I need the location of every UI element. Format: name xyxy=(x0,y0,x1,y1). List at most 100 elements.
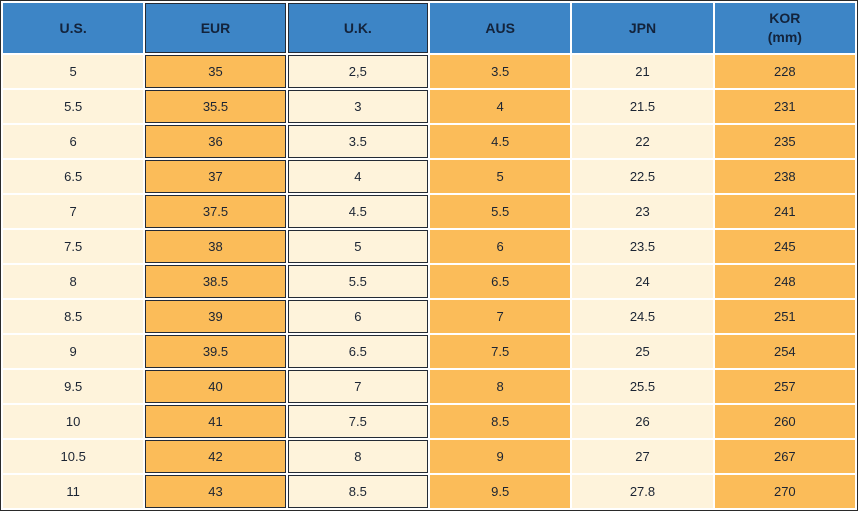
table-row: 10.5 42 8 9 27 267 xyxy=(3,440,855,473)
table-row: 6 36 3.5 4.5 22 235 xyxy=(3,125,855,158)
table-cell-uk: 5.5 xyxy=(287,265,428,298)
table-cell-jpn: 26 xyxy=(572,405,713,438)
table-row: 7 37.5 4.5 5.5 23 241 xyxy=(3,195,855,228)
table-cell-jpn: 23 xyxy=(572,195,713,228)
table-cell-kor: 248 xyxy=(714,265,855,298)
table-row: 9.5 40 7 8 25.5 257 xyxy=(3,370,855,403)
table-cell-kor: 270 xyxy=(714,475,855,508)
table-cell-eur: 39 xyxy=(145,300,286,333)
column-header-aus: AUS xyxy=(429,3,571,53)
table-cell-kor: 257 xyxy=(714,370,855,403)
table-row: 10 41 7.5 8.5 26 260 xyxy=(3,405,855,438)
table-cell-uk: 8.5 xyxy=(287,475,428,508)
table-cell-us: 10 xyxy=(3,405,144,438)
table-cell-eur: 40 xyxy=(145,370,286,403)
table-cell-us: 11 xyxy=(3,475,144,508)
table-cell-jpn: 25 xyxy=(572,335,713,368)
table-cell-jpn: 27 xyxy=(572,440,713,473)
table-cell-aus: 9 xyxy=(429,440,571,473)
table-cell-eur: 35 xyxy=(145,55,286,88)
table-row: 9 39.5 6.5 7.5 25 254 xyxy=(3,335,855,368)
table-cell-kor: 267 xyxy=(714,440,855,473)
table-cell-uk: 6.5 xyxy=(287,335,428,368)
table-cell-jpn: 24.5 xyxy=(572,300,713,333)
table-cell-us: 7 xyxy=(3,195,144,228)
table-cell-aus: 8 xyxy=(429,370,571,403)
table-cell-us: 10.5 xyxy=(3,440,144,473)
table-cell-aus: 5 xyxy=(429,160,571,193)
table-cell-eur: 42 xyxy=(145,440,286,473)
table-row: 7.5 38 5 6 23.5 245 xyxy=(3,230,855,263)
table-cell-kor: 238 xyxy=(714,160,855,193)
table-cell-uk: 6 xyxy=(287,300,428,333)
table-cell-us: 6 xyxy=(3,125,144,158)
table-row: 8.5 39 6 7 24.5 251 xyxy=(3,300,855,333)
table-row: 11 43 8.5 9.5 27.8 270 xyxy=(3,475,855,508)
table-cell-uk: 7 xyxy=(287,370,428,403)
table-cell-aus: 3.5 xyxy=(429,55,571,88)
table-cell-jpn: 22.5 xyxy=(572,160,713,193)
table-header: U.S. EUR U.K. AUS JPN KOR (mm) xyxy=(3,3,855,53)
table-cell-us: 8 xyxy=(3,265,144,298)
table-cell-jpn: 22 xyxy=(572,125,713,158)
table-cell-eur: 38 xyxy=(145,230,286,263)
table-body: 5 35 2,5 3.5 21 228 5.5 35.5 3 4 21.5 231 6 36 3.5 4.5 2… xyxy=(3,55,855,508)
table-cell-uk: 7.5 xyxy=(287,405,428,438)
table-cell-kor: 235 xyxy=(714,125,855,158)
table-cell-uk: 4.5 xyxy=(287,195,428,228)
table-cell-kor: 241 xyxy=(714,195,855,228)
table-cell-eur: 41 xyxy=(145,405,286,438)
table-row: 6.5 37 4 5 22.5 238 xyxy=(3,160,855,193)
table-cell-kor: 245 xyxy=(714,230,855,263)
table-cell-aus: 8.5 xyxy=(429,405,571,438)
table-cell-eur: 37.5 xyxy=(145,195,286,228)
table-cell-jpn: 21.5 xyxy=(572,90,713,123)
table-cell-uk: 3 xyxy=(287,90,428,123)
table-cell-aus: 6 xyxy=(429,230,571,263)
table-cell-us: 7.5 xyxy=(3,230,144,263)
table-cell-uk: 3.5 xyxy=(287,125,428,158)
table-cell-us: 9 xyxy=(3,335,144,368)
header-row: U.S. EUR U.K. AUS JPN KOR (mm) xyxy=(3,3,855,53)
table-cell-eur: 39.5 xyxy=(145,335,286,368)
table-cell-us: 5 xyxy=(3,55,144,88)
table-cell-kor: 254 xyxy=(714,335,855,368)
table-cell-us: 9.5 xyxy=(3,370,144,403)
table-cell-jpn: 27.8 xyxy=(572,475,713,508)
table-cell-uk: 4 xyxy=(287,160,428,193)
column-header-kor-label: KOR xyxy=(769,10,801,27)
table-cell-aus: 4.5 xyxy=(429,125,571,158)
table-row: 5.5 35.5 3 4 21.5 231 xyxy=(3,90,855,123)
table-cell-aus: 7 xyxy=(429,300,571,333)
table-cell-jpn: 21 xyxy=(572,55,713,88)
table-cell-eur: 43 xyxy=(145,475,286,508)
column-header-jpn: JPN xyxy=(572,3,713,53)
table-cell-eur: 37 xyxy=(145,160,286,193)
table-cell-aus: 7.5 xyxy=(429,335,571,368)
table-cell-kor: 260 xyxy=(714,405,855,438)
table-row: 8 38.5 5.5 6.5 24 248 xyxy=(3,265,855,298)
table-cell-kor: 231 xyxy=(714,90,855,123)
table-cell-aus: 5.5 xyxy=(429,195,571,228)
table-cell-kor: 251 xyxy=(714,300,855,333)
table-cell-uk: 8 xyxy=(287,440,428,473)
table-cell-eur: 36 xyxy=(145,125,286,158)
table-cell-us: 8.5 xyxy=(3,300,144,333)
table-cell-jpn: 24 xyxy=(572,265,713,298)
table-cell-jpn: 23.5 xyxy=(572,230,713,263)
table-cell-us: 5.5 xyxy=(3,90,144,123)
column-header-us: U.S. xyxy=(3,3,144,53)
table-cell-eur: 38.5 xyxy=(145,265,286,298)
table-cell-jpn: 25.5 xyxy=(572,370,713,403)
table-cell-aus: 4 xyxy=(429,90,571,123)
table-cell-uk: 5 xyxy=(287,230,428,263)
table-cell-us: 6.5 xyxy=(3,160,144,193)
column-header-eur: EUR xyxy=(145,3,286,53)
table-cell-uk: 2,5 xyxy=(287,55,428,88)
column-header-uk: U.K. xyxy=(287,3,428,53)
table-cell-aus: 6.5 xyxy=(429,265,571,298)
table-cell-kor: 228 xyxy=(714,55,855,88)
column-header-kor-sublabel: (mm) xyxy=(767,29,802,45)
